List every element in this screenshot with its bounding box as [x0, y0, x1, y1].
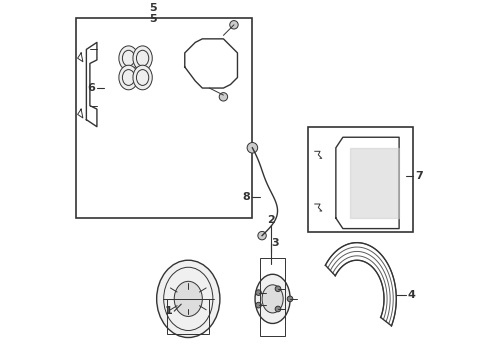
Polygon shape: [184, 39, 237, 88]
Text: 6: 6: [87, 83, 95, 93]
Text: 5: 5: [149, 3, 157, 13]
Text: 3: 3: [270, 238, 278, 248]
Circle shape: [246, 143, 257, 153]
Text: 7: 7: [414, 171, 422, 181]
Bar: [307, 127, 412, 232]
Circle shape: [286, 296, 292, 302]
Circle shape: [229, 21, 238, 29]
Ellipse shape: [119, 65, 138, 90]
Text: 2: 2: [266, 215, 274, 225]
Circle shape: [209, 55, 226, 72]
Circle shape: [275, 286, 280, 292]
Circle shape: [255, 290, 261, 296]
Circle shape: [219, 93, 227, 101]
Ellipse shape: [174, 281, 202, 316]
Polygon shape: [86, 42, 97, 127]
Ellipse shape: [255, 274, 289, 324]
Circle shape: [255, 302, 261, 308]
Bar: [76, 18, 251, 218]
Polygon shape: [325, 243, 395, 326]
Ellipse shape: [133, 65, 152, 90]
Bar: [167, 299, 209, 334]
Circle shape: [275, 306, 280, 312]
Bar: [349, 148, 398, 218]
Text: 5: 5: [149, 14, 157, 24]
Ellipse shape: [119, 46, 138, 71]
Ellipse shape: [262, 285, 283, 313]
Text: 8: 8: [242, 192, 249, 202]
Circle shape: [195, 55, 212, 72]
Polygon shape: [349, 148, 398, 218]
Polygon shape: [335, 137, 398, 229]
Bar: [260, 258, 285, 336]
Ellipse shape: [156, 260, 220, 338]
Text: 1: 1: [164, 306, 172, 316]
Circle shape: [257, 231, 266, 240]
Text: 4: 4: [407, 291, 415, 300]
Ellipse shape: [133, 46, 152, 71]
